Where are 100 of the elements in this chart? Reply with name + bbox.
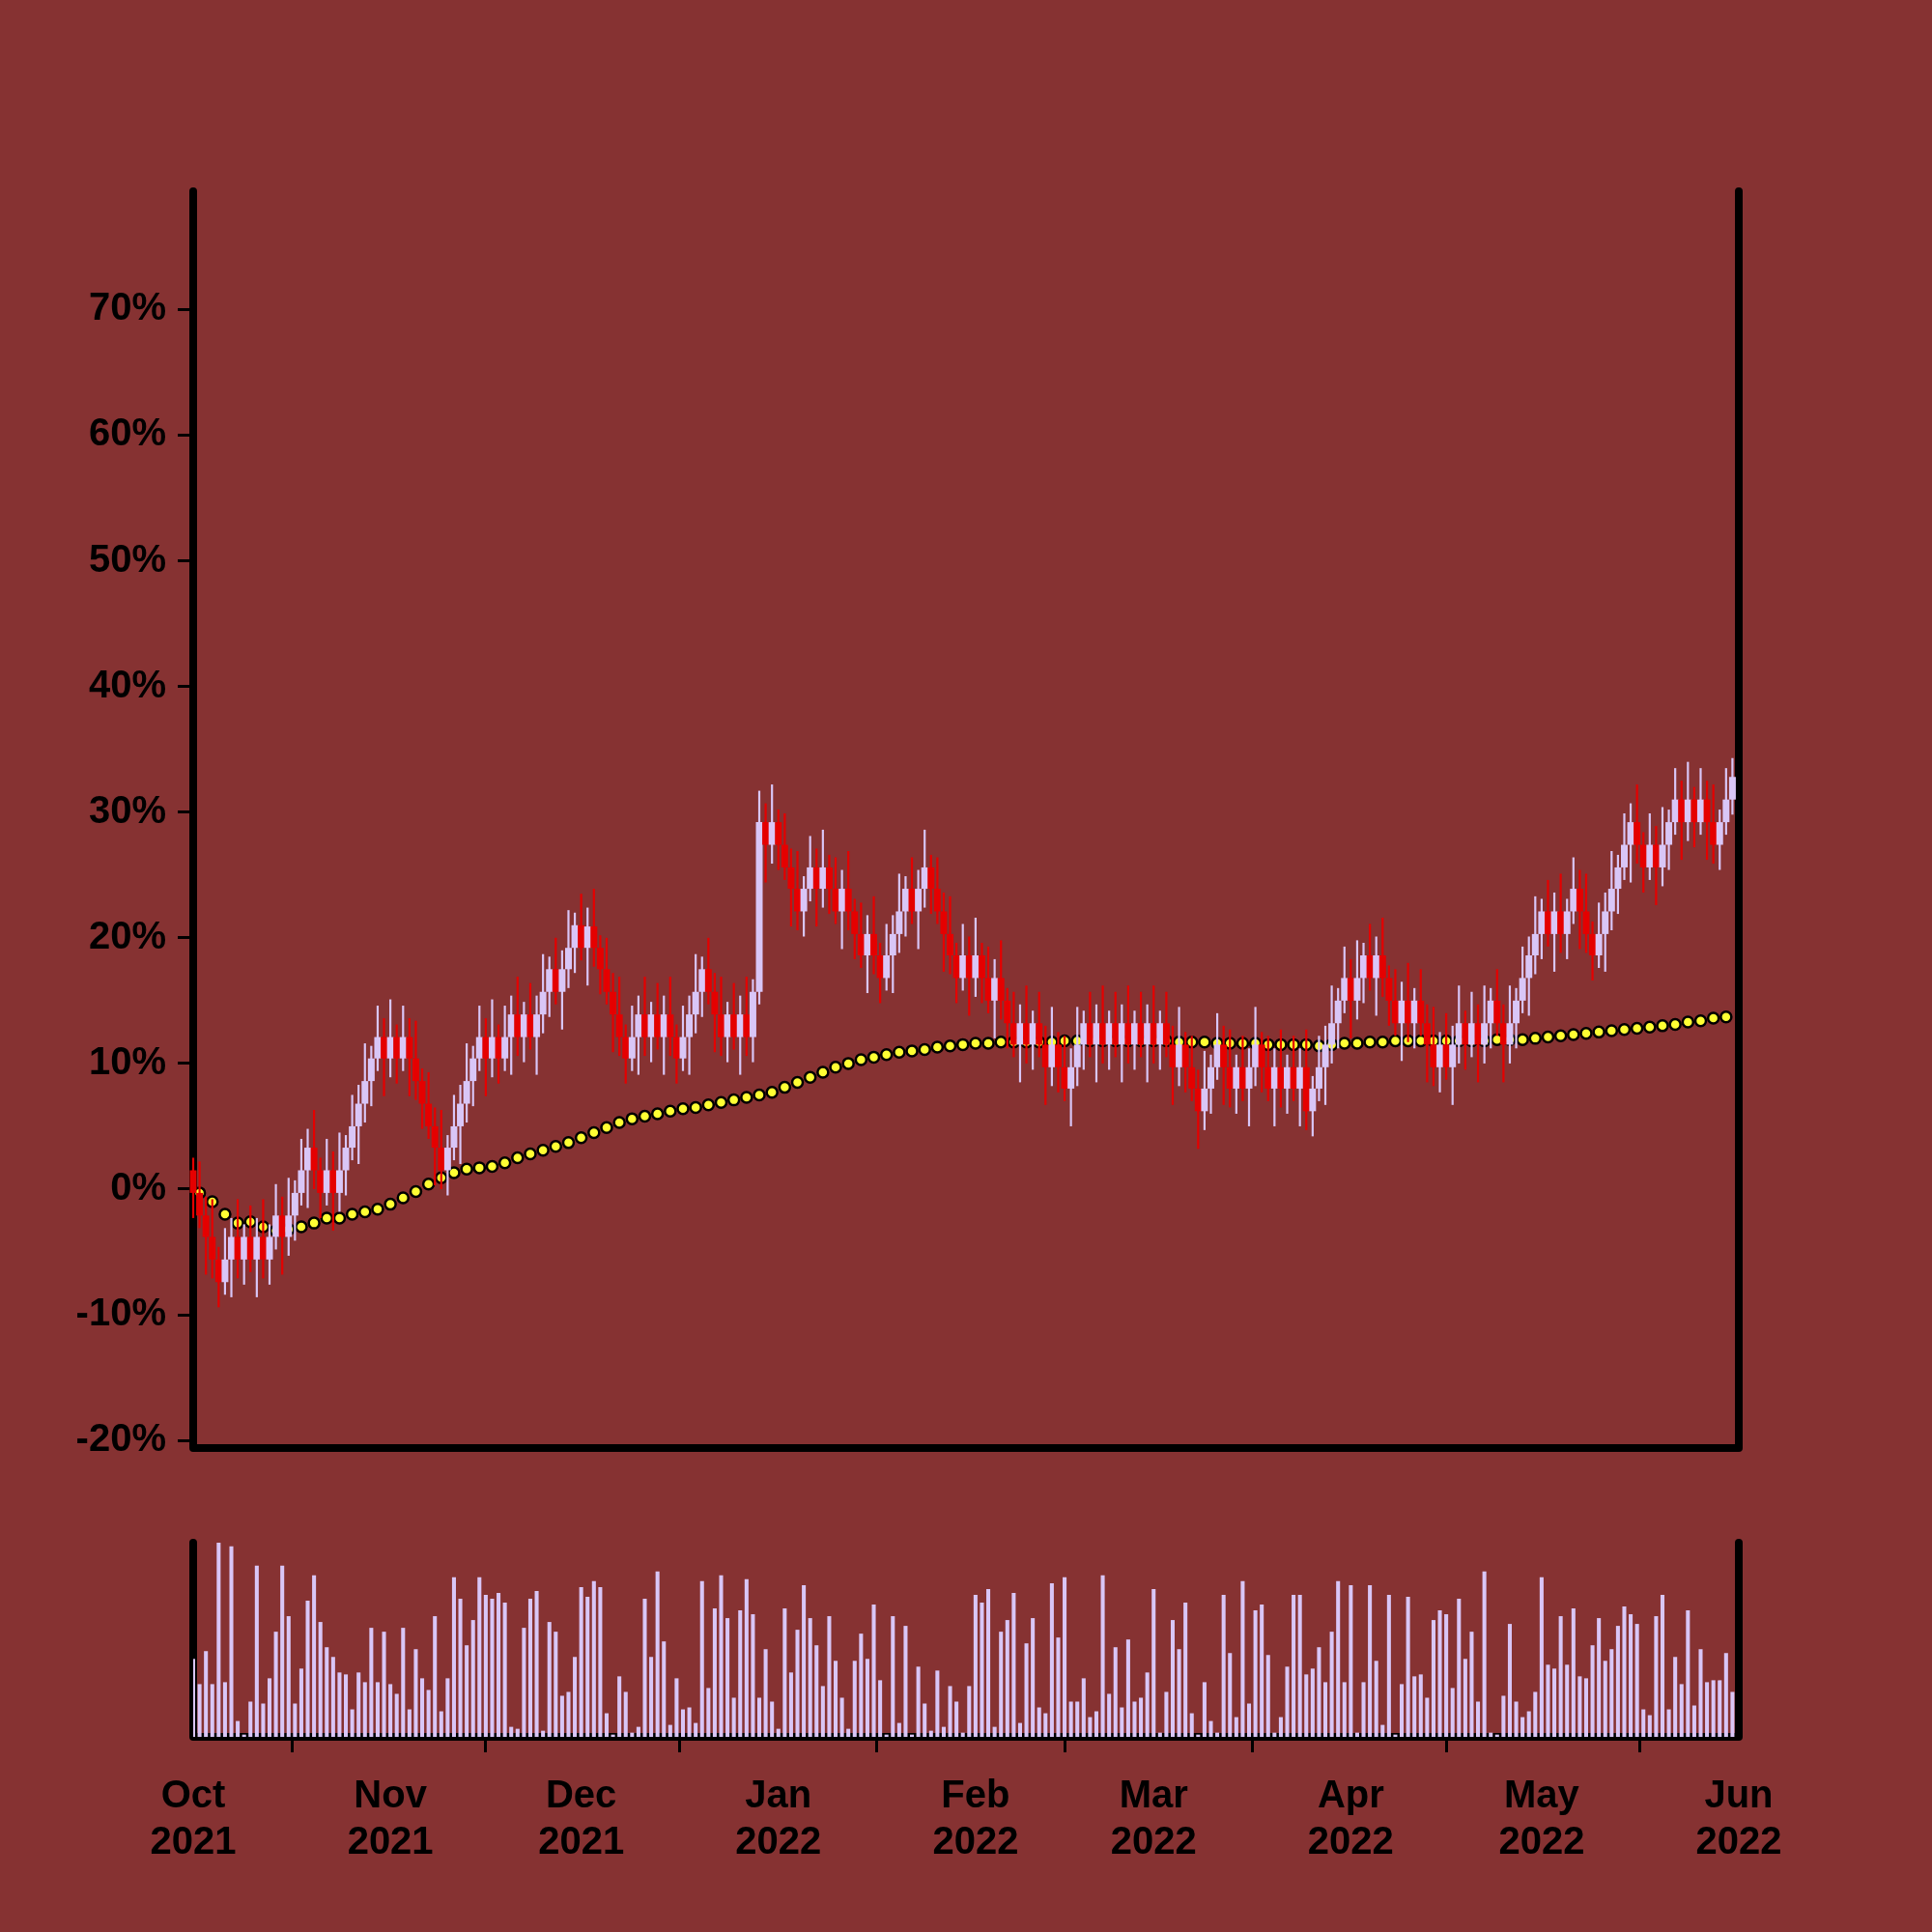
bar xyxy=(770,1701,775,1737)
bar xyxy=(509,1726,514,1737)
candlestick xyxy=(412,1019,419,1101)
candlestick xyxy=(335,1131,343,1213)
bar xyxy=(261,1703,266,1737)
candlestick xyxy=(1208,1053,1214,1116)
bar xyxy=(286,1616,291,1737)
bar xyxy=(1361,1682,1366,1737)
bar xyxy=(1634,1624,1639,1737)
bar xyxy=(1170,1620,1176,1737)
bar xyxy=(330,1657,335,1737)
bar xyxy=(1400,1684,1405,1737)
bar xyxy=(312,1575,317,1737)
bar xyxy=(394,1693,399,1737)
x-tick-label: Dec 2021 xyxy=(538,1773,625,1862)
bar xyxy=(744,1578,749,1737)
bar xyxy=(573,1657,578,1737)
candlestick xyxy=(959,923,967,992)
bar xyxy=(1533,1691,1538,1737)
candlestick xyxy=(259,1198,267,1280)
candlestick xyxy=(488,998,496,1079)
candlestick xyxy=(686,994,694,1076)
bar xyxy=(1609,1649,1614,1737)
bar xyxy=(1240,1580,1245,1737)
bar xyxy=(1081,1678,1086,1737)
bar xyxy=(846,1728,851,1737)
bar xyxy=(1017,1722,1022,1737)
candlestick xyxy=(526,981,534,1051)
candlestick xyxy=(838,868,846,951)
bar xyxy=(1228,1653,1233,1737)
bar xyxy=(420,1678,425,1737)
candlestick xyxy=(1130,1009,1138,1071)
bar xyxy=(1011,1592,1016,1737)
bar xyxy=(1177,1649,1181,1737)
bar xyxy=(193,1659,196,1737)
y-tick-label: 60% xyxy=(88,411,166,454)
bar xyxy=(1571,1608,1576,1737)
bar xyxy=(839,1697,844,1737)
candlestick xyxy=(1646,811,1654,882)
bar xyxy=(756,1697,762,1737)
candlestick xyxy=(762,802,770,884)
x-tick-label: Feb 2022 xyxy=(932,1773,1019,1862)
bar xyxy=(1723,1653,1728,1737)
y-tick-label: 10% xyxy=(88,1038,166,1082)
y-tick-label: 50% xyxy=(88,536,166,580)
bar xyxy=(1183,1602,1188,1737)
bar xyxy=(1107,1693,1112,1737)
bar xyxy=(935,1670,940,1737)
bar xyxy=(1368,1584,1373,1737)
bar xyxy=(369,1628,374,1737)
bar xyxy=(680,1709,686,1737)
bar xyxy=(470,1620,475,1737)
bar xyxy=(477,1577,482,1737)
candlestick xyxy=(870,895,878,976)
bar xyxy=(1444,1614,1449,1737)
candlestick xyxy=(1277,1028,1285,1109)
candlestick xyxy=(533,994,541,1076)
candlestick xyxy=(991,957,999,1039)
bar xyxy=(655,1571,660,1737)
bar xyxy=(712,1608,717,1737)
bar xyxy=(388,1684,393,1737)
bar xyxy=(598,1586,603,1737)
candlestick xyxy=(794,849,802,932)
bar xyxy=(1253,1610,1258,1737)
bar xyxy=(210,1684,214,1737)
bar xyxy=(852,1661,857,1737)
bar xyxy=(1641,1709,1646,1737)
bar xyxy=(649,1657,654,1737)
bar xyxy=(668,1724,672,1737)
bar xyxy=(222,1682,227,1737)
candlestick xyxy=(1665,808,1673,871)
candlestick xyxy=(1176,1006,1183,1088)
bar xyxy=(559,1695,564,1737)
bar xyxy=(1718,1680,1722,1737)
bar xyxy=(808,1618,812,1737)
bar xyxy=(1374,1661,1378,1737)
candlestick xyxy=(1391,968,1399,1037)
bar xyxy=(236,1720,241,1737)
candlestick xyxy=(1373,935,1380,1017)
bar xyxy=(1526,1711,1531,1737)
bar xyxy=(1285,1666,1290,1737)
candlestick xyxy=(1678,780,1686,862)
candlestick xyxy=(1449,1024,1457,1106)
bar xyxy=(1622,1606,1627,1737)
y-tick-label: -20% xyxy=(75,1416,166,1460)
bar xyxy=(1265,1655,1270,1737)
bar xyxy=(1005,1620,1009,1737)
x-tick-label: Jan 2022 xyxy=(735,1773,822,1862)
candlestick xyxy=(1506,984,1514,1065)
candlestick xyxy=(1589,920,1597,982)
bar xyxy=(1329,1632,1334,1737)
candlestick xyxy=(947,895,954,976)
bar xyxy=(1208,1720,1213,1737)
bar xyxy=(636,1726,640,1737)
bar xyxy=(1336,1580,1341,1737)
bar xyxy=(1660,1594,1665,1737)
bar xyxy=(502,1602,507,1737)
bar xyxy=(1406,1596,1410,1737)
bar xyxy=(433,1616,438,1737)
candlestick xyxy=(1036,990,1043,1059)
